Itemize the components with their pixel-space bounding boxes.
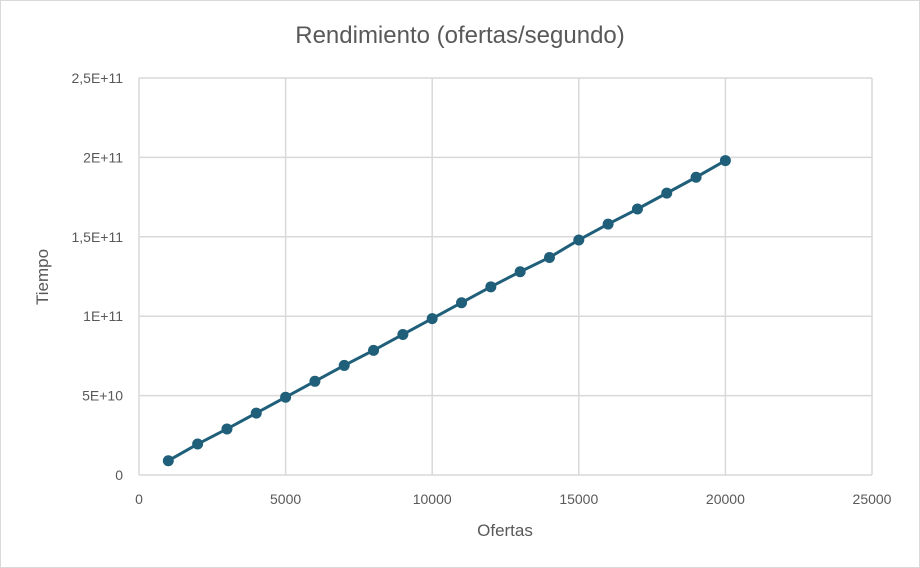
y-tick-label: 2,5E+11 <box>71 70 123 86</box>
y-tick-label: 1E+11 <box>83 308 123 324</box>
x-axis-label: Ofertas <box>477 521 533 540</box>
data-point <box>368 344 380 356</box>
x-tick-label: 5000 <box>270 491 301 507</box>
data-point <box>338 359 350 371</box>
data-point <box>397 328 409 340</box>
data-point <box>280 391 292 403</box>
data-point <box>690 171 702 183</box>
y-tick-label: 5E+10 <box>82 388 123 404</box>
series-layer <box>162 155 731 467</box>
data-point <box>426 313 438 325</box>
x-tick-label: 10000 <box>413 491 452 507</box>
x-tick-label: 0 <box>135 491 143 507</box>
chart-title: Rendimiento (ofertas/segundo) <box>295 22 625 49</box>
data-point <box>661 187 673 199</box>
y-axis-label: Tiempo <box>33 249 52 305</box>
data-point <box>543 251 555 263</box>
data-point <box>485 281 497 293</box>
data-point <box>631 203 643 215</box>
data-point <box>162 455 174 467</box>
x-tick-label: 25000 <box>853 491 892 507</box>
data-point <box>309 375 321 387</box>
data-point <box>602 218 614 230</box>
x-tick-label: 15000 <box>559 491 598 507</box>
y-tick-label: 1,5E+11 <box>71 229 123 245</box>
axes: 0 5000 10000 15000 20000 25000 0 5E+10 1E+11 1,5E… <box>71 70 891 507</box>
y-tick-label: 0 <box>115 467 123 483</box>
data-point <box>573 234 585 246</box>
data-point <box>456 297 468 309</box>
x-tick-label: 20000 <box>706 491 745 507</box>
data-point <box>250 407 262 419</box>
data-point <box>192 438 204 450</box>
y-tick-label: 2E+11 <box>83 149 123 165</box>
data-point <box>514 266 526 278</box>
data-point <box>719 155 731 167</box>
data-point <box>221 423 233 435</box>
gridlines <box>138 77 873 476</box>
